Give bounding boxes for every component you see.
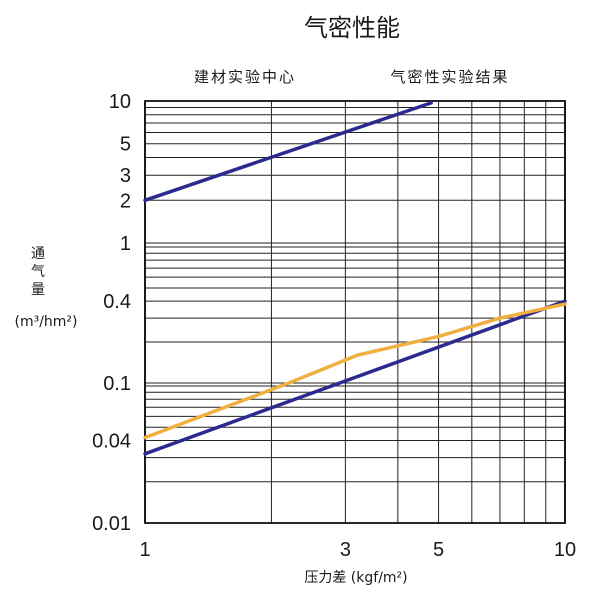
y-tick-label: 1 (120, 233, 131, 255)
y-tick-labels: 10 5 3 2 1 0.4 0.1 0.04 0.01 (92, 91, 131, 535)
series-line-2 (143, 299, 567, 456)
x-tick-label: 10 (554, 539, 576, 561)
series-line-3 (143, 302, 567, 440)
y-axis-label-char-3: 量 (31, 282, 45, 298)
chart-subtitle-left: 建材实验中心 (194, 68, 296, 86)
y-tick-label: 2 (120, 190, 131, 212)
series-line-1 (143, 101, 433, 203)
y-tick-label: 0.1 (103, 373, 131, 395)
chart-subtitle-right: 气密性实验结果 (390, 68, 509, 86)
y-axis-label-unit: (m³/hm²) (14, 314, 77, 330)
y-tick-label: 0.04 (92, 431, 131, 453)
series-layer (143, 101, 567, 456)
y-tick-label: 5 (120, 134, 131, 156)
x-axis-label: 压力差 (kgf/m²) (304, 570, 407, 586)
y-tick-label: 0.4 (103, 291, 131, 313)
x-tick-label: 5 (433, 539, 444, 561)
y-tick-label: 0.01 (92, 513, 131, 535)
chart-title: 气密性能 (304, 14, 400, 42)
y-tick-label: 3 (120, 165, 131, 187)
y-axis-label-char-1: 通 (31, 246, 45, 262)
y-axis-label-char-2: 气 (31, 264, 45, 280)
plot-grid (144, 100, 566, 524)
x-tick-label: 3 (340, 539, 351, 561)
x-tick-labels: 1 3 5 10 (139, 539, 576, 561)
y-tick-label: 10 (109, 91, 131, 113)
plot-frame (144, 100, 566, 524)
x-tick-label: 1 (139, 539, 150, 561)
